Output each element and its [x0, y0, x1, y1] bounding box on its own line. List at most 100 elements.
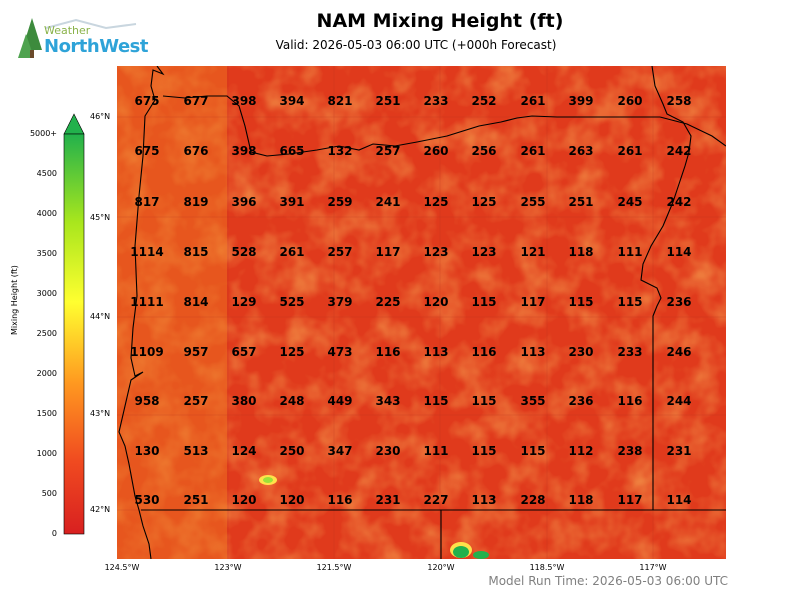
- mixing-height-value: 528: [231, 245, 257, 259]
- mixing-height-value: 380: [231, 394, 257, 408]
- mixing-height-value: 391: [279, 195, 305, 209]
- mixing-height-value: 676: [183, 144, 209, 158]
- longitude-label: 117°W: [639, 563, 667, 572]
- mixing-height-value: 379: [327, 295, 353, 309]
- mixing-height-value: 251: [183, 493, 209, 507]
- mixing-height-value: 233: [423, 94, 449, 108]
- mixing-height-value: 261: [520, 144, 546, 158]
- mixing-height-value: 241: [375, 195, 401, 209]
- mixing-height-value: 246: [666, 345, 692, 359]
- mixing-height-value: 113: [423, 345, 449, 359]
- mixing-height-value: 260: [423, 144, 449, 158]
- mixing-height-value: 814: [183, 295, 209, 309]
- mixing-height-value: 257: [327, 245, 353, 259]
- model-run-time: Model Run Time: 2026-05-03 06:00 UTC: [488, 574, 728, 588]
- mixing-height-value: 355: [520, 394, 546, 408]
- mixing-height-value: 117: [520, 295, 546, 309]
- mixing-height-value: 1109: [130, 345, 164, 359]
- mixing-height-value: 261: [617, 144, 643, 158]
- colorbar-tick: 2000: [36, 369, 57, 378]
- mixing-height-value: 118: [568, 493, 594, 507]
- mixing-height-value: 230: [375, 444, 401, 458]
- logo-word-weather: Weather: [44, 24, 91, 37]
- mixing-height-value: 665: [279, 144, 305, 158]
- chart-title: NAM Mixing Height (ft): [316, 10, 564, 32]
- colorbar-tick: 1000: [36, 449, 57, 458]
- mixing-height-value: 252: [471, 94, 497, 108]
- mixing-height-value: 815: [183, 245, 209, 259]
- colorbar-tick: 2500: [36, 329, 57, 338]
- mixing-height-value: 115: [568, 295, 594, 309]
- mixing-height-value: 117: [617, 493, 643, 507]
- mixing-height-value: 1111: [130, 295, 164, 309]
- mixing-height-value: 230: [568, 345, 594, 359]
- mixing-height-value: 115: [520, 444, 546, 458]
- mixing-height-value: 123: [423, 245, 449, 259]
- mixing-height-value: 125: [471, 195, 497, 209]
- mixing-height-value: 248: [279, 394, 305, 408]
- mixing-height-value: 677: [183, 94, 209, 108]
- mixing-height-value: 120: [279, 493, 305, 507]
- latitude-label: 45°N: [90, 213, 111, 222]
- mixing-height-value: 236: [666, 295, 692, 309]
- colorbar-tick: 5000+: [29, 129, 57, 138]
- colorbar-tick: 4000: [36, 209, 57, 218]
- mixing-height-value: 118: [568, 245, 594, 259]
- mixing-height-value: 263: [568, 144, 594, 158]
- mixing-height-value: 129: [231, 295, 257, 309]
- mixing-height-value: 114: [666, 245, 692, 259]
- mixing-height-value: 238: [617, 444, 643, 458]
- mixing-height-value: 250: [279, 444, 305, 458]
- high-mixing-spot-south-core-2: [473, 551, 489, 559]
- latitude-label: 46°N: [90, 112, 111, 121]
- mixing-height-value: 821: [327, 94, 353, 108]
- latitude-label: 44°N: [90, 312, 111, 321]
- mixing-height-value: 260: [617, 94, 643, 108]
- mixing-height-value: 343: [375, 394, 401, 408]
- mixing-height-value: 113: [471, 493, 497, 507]
- weather-northwest-logo: Weather NorthWest: [16, 14, 148, 64]
- mixing-height-value: 225: [375, 295, 401, 309]
- mixing-height-value: 115: [471, 444, 497, 458]
- mixing-height-value: 244: [666, 394, 692, 408]
- mixing-height-value: 116: [327, 493, 353, 507]
- mixing-height-value: 242: [666, 195, 692, 209]
- colorbar-tick: 3000: [36, 289, 57, 298]
- mixing-height-value: 231: [375, 493, 401, 507]
- mixing-height-value: 227: [423, 493, 449, 507]
- mixing-height-value: 819: [183, 195, 209, 209]
- mixing-height-value: 112: [568, 444, 594, 458]
- mixing-height-value: 259: [327, 195, 353, 209]
- mixing-height-value: 124: [231, 444, 257, 458]
- mixing-height-value: 116: [375, 345, 401, 359]
- colorbar-tick: 3500: [36, 249, 57, 258]
- mixing-height-value: 399: [568, 94, 594, 108]
- mixing-height-value: 233: [617, 345, 643, 359]
- mixing-height-value: 530: [134, 493, 160, 507]
- colorbar-tick: 4500: [36, 169, 57, 178]
- mixing-height-value: 114: [666, 493, 692, 507]
- longitude-label: 120°W: [427, 563, 455, 572]
- mixing-height-value: 513: [183, 444, 209, 458]
- mixing-height-value: 245: [617, 195, 643, 209]
- mixing-height-value: 258: [666, 94, 692, 108]
- mixing-height-value: 657: [231, 345, 257, 359]
- mixing-height-value: 525: [279, 295, 305, 309]
- longitude-label: 124.5°W: [104, 563, 140, 572]
- high-mixing-spot-south-core: [453, 546, 469, 558]
- mixing-height-value: 675: [134, 144, 160, 158]
- mixing-height-value: 242: [666, 144, 692, 158]
- mixing-height-value: 261: [520, 94, 546, 108]
- high-mixing-spot-core: [263, 477, 273, 483]
- mixing-height-value: 130: [134, 444, 160, 458]
- mixing-height-value: 473: [327, 345, 353, 359]
- mixing-height-value: 251: [568, 195, 594, 209]
- mixing-height-value: 116: [617, 394, 643, 408]
- mixing-height-value: 115: [471, 295, 497, 309]
- mixing-height-value: 111: [423, 444, 449, 458]
- longitude-label: 118.5°W: [529, 563, 565, 572]
- colorbar-tick: 500: [41, 489, 57, 498]
- mixing-height-value: 132: [327, 144, 353, 158]
- mixing-height-value: 675: [134, 94, 160, 108]
- mixing-height-value: 347: [327, 444, 353, 458]
